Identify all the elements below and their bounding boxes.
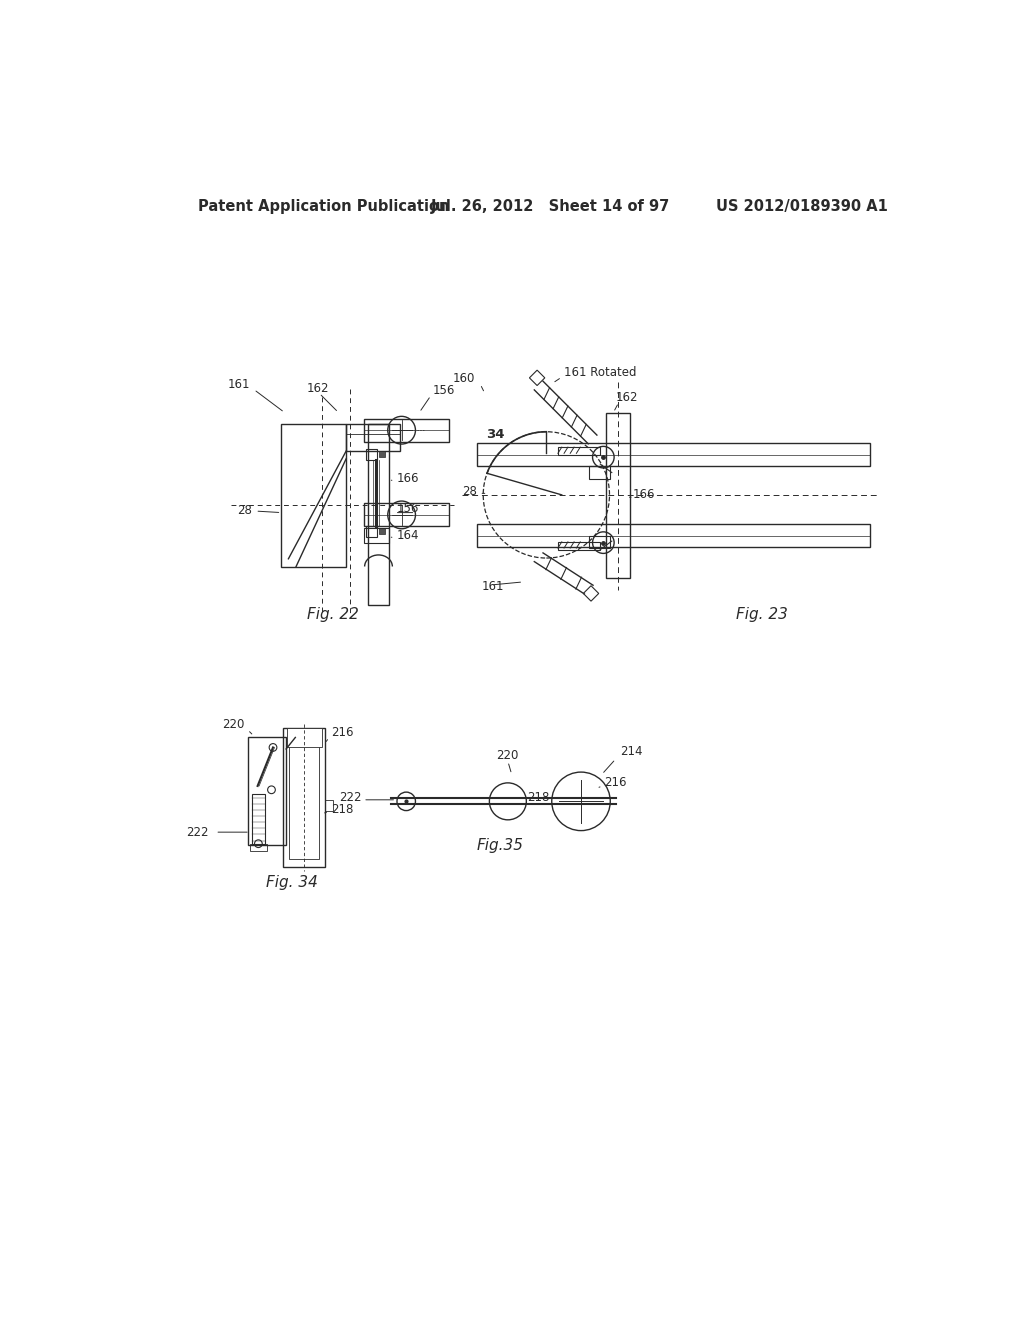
Bar — [326, 800, 333, 812]
Text: 218: 218 — [527, 791, 550, 804]
Bar — [250, 843, 267, 851]
Text: 222: 222 — [186, 825, 209, 838]
Text: Fig. 34: Fig. 34 — [266, 875, 318, 890]
Bar — [606, 413, 630, 578]
Text: 216: 216 — [604, 776, 627, 788]
Text: Fig.35: Fig.35 — [476, 838, 523, 853]
Text: Fig. 23: Fig. 23 — [736, 607, 787, 622]
Text: 162: 162 — [615, 391, 638, 404]
Bar — [367, 449, 377, 461]
Text: 156: 156 — [396, 502, 419, 515]
Bar — [589, 466, 610, 479]
Bar — [379, 528, 385, 535]
Text: 214: 214 — [621, 744, 643, 758]
Text: 220: 220 — [222, 718, 245, 731]
Text: 34: 34 — [486, 428, 505, 441]
Text: 160: 160 — [453, 372, 475, 385]
Bar — [248, 738, 286, 845]
Text: 222: 222 — [339, 791, 361, 804]
Bar — [281, 424, 346, 566]
Text: 216: 216 — [331, 726, 353, 739]
Bar — [558, 543, 600, 549]
Bar — [367, 527, 377, 537]
Text: 161: 161 — [481, 579, 504, 593]
Bar — [368, 424, 389, 605]
Bar — [252, 793, 264, 843]
Text: 166: 166 — [633, 488, 655, 502]
Text: 162: 162 — [306, 381, 329, 395]
Text: 156: 156 — [432, 384, 455, 397]
Bar — [589, 536, 610, 548]
Bar — [477, 444, 869, 466]
Bar — [477, 524, 869, 548]
Text: 28: 28 — [238, 504, 252, 517]
Text: US 2012/0189390 A1: US 2012/0189390 A1 — [716, 198, 888, 214]
Bar — [289, 737, 319, 859]
Text: Fig. 22: Fig. 22 — [307, 607, 359, 622]
Bar — [364, 503, 449, 527]
Text: 164: 164 — [396, 529, 419, 543]
Text: 161: 161 — [227, 379, 250, 391]
Bar — [558, 447, 600, 455]
Bar — [364, 528, 388, 544]
Text: 218: 218 — [331, 803, 353, 816]
Bar — [346, 424, 400, 451]
Text: 28: 28 — [462, 484, 477, 498]
Text: Jul. 26, 2012   Sheet 14 of 97: Jul. 26, 2012 Sheet 14 of 97 — [431, 198, 670, 214]
Text: 161 Rotated: 161 Rotated — [564, 366, 637, 379]
Bar — [364, 418, 449, 442]
Text: 166: 166 — [396, 473, 419, 486]
Text: 220: 220 — [497, 748, 519, 762]
Bar — [379, 451, 385, 457]
Text: Patent Application Publication: Patent Application Publication — [199, 198, 450, 214]
Bar — [283, 729, 326, 867]
Bar — [287, 729, 322, 747]
